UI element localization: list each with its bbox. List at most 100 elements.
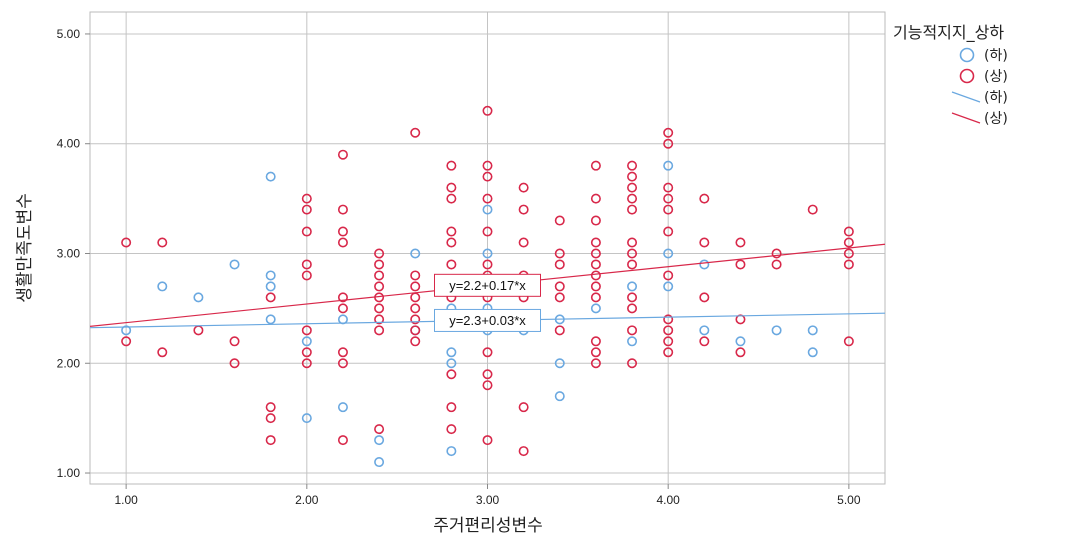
data-point-series-0: [265, 270, 276, 281]
data-point-series-1: [699, 292, 710, 303]
data-point-series-1: [301, 325, 312, 336]
y-tick-label: 5.00: [57, 27, 81, 41]
data-point-series-1: [446, 237, 457, 248]
data-point-series-1: [590, 215, 601, 226]
data-point-series-1: [843, 259, 854, 270]
data-point-series-0: [482, 248, 493, 259]
data-point-series-1: [590, 292, 601, 303]
data-points: [121, 105, 854, 468]
data-point-series-1: [590, 259, 601, 270]
data-point-series-1: [410, 303, 421, 314]
data-point-series-1: [446, 259, 457, 270]
data-point-series-1: [265, 413, 276, 424]
legend-title: 기능적지지_상하: [893, 23, 1004, 43]
data-point-series-1: [554, 215, 565, 226]
x-tick-label: 1.00: [114, 493, 138, 507]
legend-line-series-1: [951, 112, 981, 124]
data-point-series-0: [771, 325, 782, 336]
data-point-series-1: [627, 325, 638, 336]
data-point-series-1: [735, 259, 746, 270]
data-point-series-1: [482, 160, 493, 171]
data-point-series-1: [337, 226, 348, 237]
data-point-series-0: [410, 248, 421, 259]
data-point-series-1: [590, 248, 601, 259]
data-point-series-1: [771, 248, 782, 259]
data-point-series-1: [482, 193, 493, 204]
data-point-series-1: [663, 193, 674, 204]
data-point-series-1: [410, 270, 421, 281]
data-point-series-0: [699, 259, 710, 270]
data-point-series-1: [663, 127, 674, 138]
data-point-series-1: [590, 336, 601, 347]
data-point-series-1: [663, 314, 674, 325]
data-point-series-0: [374, 435, 385, 446]
data-point-series-1: [410, 292, 421, 303]
data-point-series-1: [446, 226, 457, 237]
data-point-series-1: [301, 347, 312, 358]
data-point-series-1: [518, 204, 529, 215]
data-point-series-1: [482, 435, 493, 446]
data-point-series-1: [627, 358, 638, 369]
data-point-series-0: [663, 248, 674, 259]
data-point-series-0: [229, 259, 240, 270]
data-point-series-0: [265, 314, 276, 325]
data-point-series-1: [482, 105, 493, 116]
data-point-series-1: [374, 424, 385, 435]
data-point-series-1: [410, 314, 421, 325]
data-point-series-1: [337, 237, 348, 248]
fit-equation-box: [434, 273, 541, 297]
data-point-series-1: [627, 160, 638, 171]
data-point-series-0: [590, 303, 601, 314]
x-tick-label: 4.00: [657, 493, 681, 507]
data-point-series-1: [374, 325, 385, 336]
data-point-series-1: [301, 270, 312, 281]
data-point-series-1: [482, 347, 493, 358]
data-point-series-1: [374, 248, 385, 259]
data-point-series-1: [446, 182, 457, 193]
data-point-series-1: [337, 149, 348, 160]
data-point-series-1: [337, 347, 348, 358]
data-point-series-0: [301, 336, 312, 347]
data-point-series-1: [482, 259, 493, 270]
y-tick-label: 4.00: [57, 137, 81, 151]
data-point-series-1: [663, 336, 674, 347]
data-point-series-0: [663, 281, 674, 292]
data-point-series-1: [518, 402, 529, 413]
data-point-series-0: [337, 402, 348, 413]
data-point-series-1: [663, 347, 674, 358]
data-point-series-1: [446, 369, 457, 380]
fit-equation-box: [434, 308, 541, 332]
data-point-series-1: [554, 281, 565, 292]
data-point-series-1: [663, 226, 674, 237]
x-axis-title: 주거편리성변수: [433, 516, 542, 536]
data-point-series-1: [446, 160, 457, 171]
data-point-series-1: [446, 424, 457, 435]
data-point-series-1: [518, 446, 529, 457]
data-point-series-1: [843, 336, 854, 347]
data-point-series-1: [663, 204, 674, 215]
data-point-series-1: [193, 325, 204, 336]
y-axis-title: 생활만족도변수: [15, 193, 35, 302]
data-point-series-1: [590, 358, 601, 369]
data-point-series-1: [337, 204, 348, 215]
data-point-series-1: [229, 358, 240, 369]
data-point-series-1: [627, 182, 638, 193]
data-point-series-1: [374, 314, 385, 325]
data-point-series-1: [410, 127, 421, 138]
data-point-series-1: [554, 248, 565, 259]
data-point-series-1: [301, 226, 312, 237]
fit-equation-labels: y=2.3+0.03*x y=2.2+0.17*x: [434, 273, 541, 332]
data-point-series-1: [735, 314, 746, 325]
x-tick-label: 3.00: [476, 493, 500, 507]
data-point-series-0: [446, 446, 457, 457]
data-point-series-1: [554, 292, 565, 303]
data-point-series-0: [337, 314, 348, 325]
data-point-series-1: [374, 281, 385, 292]
y-axis-ticks: 1.00 2.00 3.00 4.00 5.00: [57, 27, 90, 480]
data-point-series-1: [410, 336, 421, 347]
data-point-series-1: [482, 171, 493, 182]
data-point-series-1: [482, 226, 493, 237]
data-point-series-0: [554, 391, 565, 402]
legend-marker-series-0: [959, 47, 975, 63]
